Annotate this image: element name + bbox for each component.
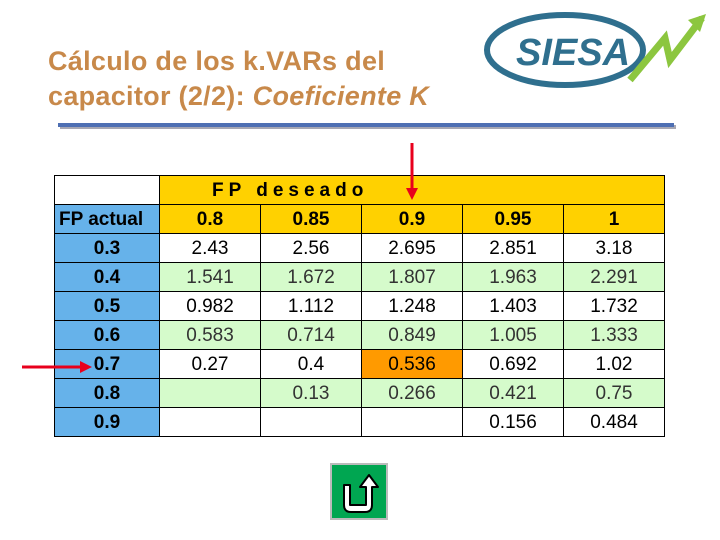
table-cell: 0.156 (462, 407, 564, 437)
table-cell: 1.963 (462, 262, 564, 292)
table-cell (361, 407, 463, 437)
table-cell (159, 378, 261, 408)
table-cell: 2.291 (563, 262, 665, 292)
u-turn-arrow-icon (343, 474, 379, 513)
table-cell: 0.692 (462, 349, 564, 379)
table-row: 0.3 2.43 2.56 2.695 2.851 3.18 (54, 233, 665, 263)
row-label: 0.3 (54, 233, 160, 263)
column-header: 0.9 (361, 204, 463, 234)
table-cell: 1.732 (563, 291, 665, 321)
table-cell (260, 407, 362, 437)
table-row: 0.7 0.27 0.4 0.536 0.692 1.02 (54, 349, 665, 379)
table-cell: 1.333 (563, 320, 665, 350)
corner-cell (54, 175, 160, 205)
fp-actual-header: FP actual (54, 204, 160, 234)
row-label: 0.9 (54, 407, 160, 437)
row-label: 0.4 (54, 262, 160, 292)
table-cell: 1.672 (260, 262, 362, 292)
table-cell: 0.421 (462, 378, 564, 408)
column-header-row: FP actual 0.8 0.85 0.9 0.95 1 (54, 204, 665, 234)
column-header: 0.8 (159, 204, 261, 234)
back-button[interactable] (330, 463, 388, 520)
table-cell (159, 407, 261, 437)
table-row: 0.5 0.982 1.112 1.248 1.403 1.732 (54, 291, 665, 321)
table-cell: 1.112 (260, 291, 362, 321)
title-line-1: Cálculo de los k.VARs del (48, 46, 386, 76)
table-cell: 2.695 (361, 233, 463, 263)
table-cell: 0.484 (563, 407, 665, 437)
highlighted-cell: 0.536 (361, 349, 463, 379)
table-cell: 1.005 (462, 320, 564, 350)
row-label: 0.6 (54, 320, 160, 350)
table-cell: 1.02 (563, 349, 665, 379)
column-header: 0.95 (462, 204, 564, 234)
table-cell: 1.403 (462, 291, 564, 321)
slide-title: Cálculo de los k.VARs del capacitor (2/2… (48, 44, 518, 114)
table-cell: 0.583 (159, 320, 261, 350)
table-cell: 0.27 (159, 349, 261, 379)
table-cell: 1.248 (361, 291, 463, 321)
table-cell: 3.18 (563, 233, 665, 263)
table-row: 0.4 1.541 1.672 1.807 1.963 2.291 (54, 262, 665, 292)
table-cell: 0.982 (159, 291, 261, 321)
table-cell: 0.75 (563, 378, 665, 408)
table-cell: 0.13 (260, 378, 362, 408)
title-divider (58, 123, 674, 127)
table-cell: 0.4 (260, 349, 362, 379)
title-line-2-plain: capacitor (2/2): (48, 81, 253, 111)
k-coefficient-table: FP deseado FP actual 0.8 0.85 0.9 0.95 1… (54, 175, 665, 437)
column-header: 1 (563, 204, 665, 234)
table-cell: 2.851 (462, 233, 564, 263)
table-cell: 2.43 (159, 233, 261, 263)
table-cell: 0.849 (361, 320, 463, 350)
table-row: 0.8 0.13 0.266 0.421 0.75 (54, 378, 665, 408)
fp-deseado-header: FP deseado (159, 175, 665, 205)
row-label: 0.7 (54, 349, 160, 379)
table-row: 0.9 0.156 0.484 (54, 407, 665, 437)
row-label: 0.8 (54, 378, 160, 408)
logo-text: SIESA (516, 32, 630, 74)
table-cell: 1.807 (361, 262, 463, 292)
siesa-logo: SIESA (484, 12, 706, 88)
table-row: 0.6 0.583 0.714 0.849 1.005 1.333 (54, 320, 665, 350)
row-label: 0.5 (54, 291, 160, 321)
table-cell: 0.714 (260, 320, 362, 350)
table-cell: 0.266 (361, 378, 463, 408)
title-line-2: capacitor (2/2): Coeficiente K (48, 79, 518, 114)
column-header: 0.85 (260, 204, 362, 234)
title-line-2-italic: Coeficiente K (252, 81, 430, 111)
table-cell: 2.56 (260, 233, 362, 263)
table-cell: 1.541 (159, 262, 261, 292)
